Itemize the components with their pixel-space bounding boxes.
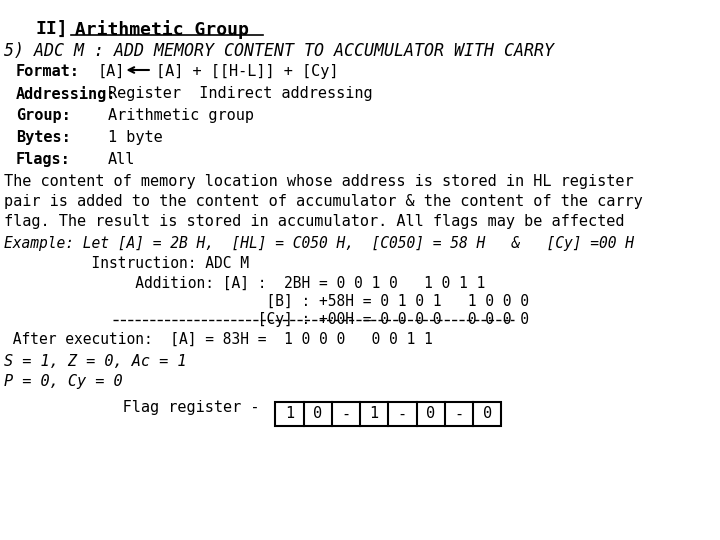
Text: II]: II] [35,20,68,38]
Text: 1: 1 [285,407,294,422]
Text: [Cy] : +00H = 0 0 0 0   0 0 0 0: [Cy] : +00H = 0 0 0 0 0 0 0 0 [4,312,529,327]
Text: 1: 1 [369,407,379,422]
Text: Addition: [A] :  2BH = 0 0 1 0   1 0 1 1: Addition: [A] : 2BH = 0 0 1 0 1 0 1 1 [4,276,486,291]
Text: Instruction: ADC M: Instruction: ADC M [4,256,249,271]
Text: Register  Indirect addressing: Register Indirect addressing [108,86,372,101]
Text: Format:: Format: [16,64,80,79]
Text: -: - [454,407,464,422]
Text: Flag register -: Flag register - [4,400,260,415]
Text: Arithmetic group: Arithmetic group [108,108,253,123]
Text: The content of memory location whose address is stored in HL register: The content of memory location whose add… [4,174,634,189]
Text: Addressing:: Addressing: [16,86,116,102]
Text: -: - [341,407,351,422]
Text: [B] : +58H = 0 1 0 1   1 0 0 0: [B] : +58H = 0 1 0 1 1 0 0 0 [4,294,529,309]
Text: [A] + [[H-L]] + [Cy]: [A] + [[H-L]] + [Cy] [156,64,338,79]
Text: -: - [398,407,407,422]
Text: S = 1, Z = 0, Ac = 1: S = 1, Z = 0, Ac = 1 [4,354,187,369]
Text: 5) ADC M : ADD MEMORY CONTENT TO ACCUMULATOR WITH CARRY: 5) ADC M : ADD MEMORY CONTENT TO ACCUMUL… [4,42,554,60]
Bar [275,402,501,426]
Text: P = 0, Cy = 0: P = 0, Cy = 0 [4,374,123,389]
Text: 1 byte: 1 byte [108,130,163,145]
Text: 0: 0 [426,407,435,422]
Text: Flags:: Flags: [16,152,71,167]
Text: After execution:  [A] = 83H =  1 0 0 0   0 0 1 1: After execution: [A] = 83H = 1 0 0 0 0 0… [4,332,433,347]
Text: Bytes:: Bytes: [16,130,71,145]
Text: pair is added to the content of accumulator & the content of the carry: pair is added to the content of accumula… [4,194,643,209]
Text: Arithmetic Group: Arithmetic Group [63,20,248,39]
Text: Example: Let [A] = 2B H,  [HL] = C050 H,  [C050] = 58 H   &   [Cy] =00 H: Example: Let [A] = 2B H, [HL] = C050 H, … [4,236,634,251]
Text: 0: 0 [482,407,492,422]
Text: flag. The result is stored in accumulator. All flags may be affected: flag. The result is stored in accumulato… [4,214,625,229]
Text: 0: 0 [313,407,323,422]
Text: Group:: Group: [16,108,71,123]
Text: All: All [108,152,135,167]
Text: [A]: [A] [97,64,125,79]
